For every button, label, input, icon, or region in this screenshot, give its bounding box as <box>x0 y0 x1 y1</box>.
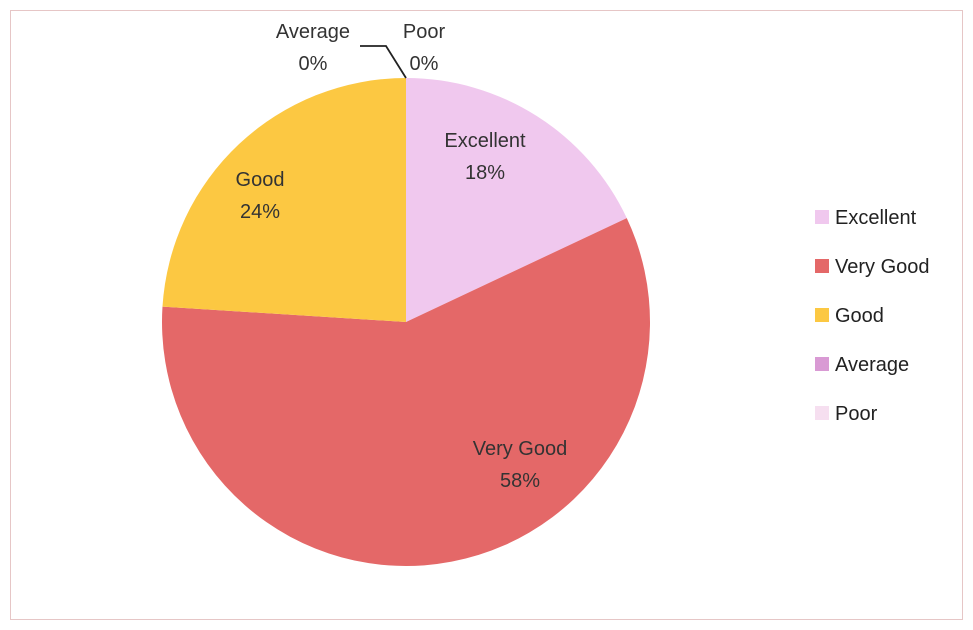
legend: Excellent Very Good Good Average Poor <box>815 207 930 425</box>
slice-good <box>162 78 406 322</box>
legend-label-very-good: Very Good <box>835 256 930 278</box>
slice-value-very-good: 58% <box>500 470 540 492</box>
legend-label-excellent: Excellent <box>835 207 917 229</box>
slice-value-excellent: 18% <box>465 162 505 184</box>
slice-label-average: Average <box>276 21 350 43</box>
legend-swatch-average <box>815 357 829 371</box>
slice-value-average: 0% <box>299 53 328 75</box>
leader-lines <box>360 45 407 79</box>
slice-label-good: Good <box>236 169 285 191</box>
slice-very-good <box>161 218 651 567</box>
slice-label-very-good: Very Good <box>473 438 568 460</box>
slice-labels: Excellent 18% Very Good 58% Good 24% Average 0%… <box>236 21 568 492</box>
slice-label-poor: Poor <box>403 21 446 43</box>
slice-value-good: 24% <box>240 201 280 223</box>
pie-slices <box>161 78 651 567</box>
slice-excellent <box>406 78 627 322</box>
legend-label-good: Good <box>835 305 884 327</box>
legend-swatch-good <box>815 308 829 322</box>
legend-swatch-excellent <box>815 210 829 224</box>
legend-label-average: Average <box>835 354 909 376</box>
slice-label-excellent: Excellent <box>444 130 526 152</box>
slice-value-poor: 0% <box>410 53 439 75</box>
legend-swatch-very-good <box>815 259 829 273</box>
leader-line-average <box>360 45 407 79</box>
legend-label-poor: Poor <box>835 403 878 425</box>
legend-swatch-poor <box>815 406 829 420</box>
